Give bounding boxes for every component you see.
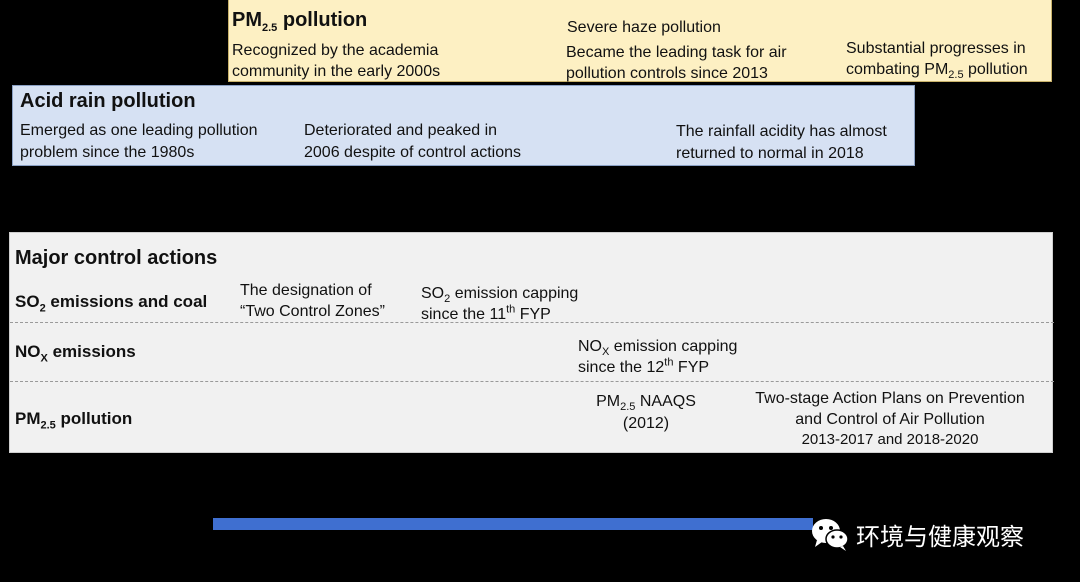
timeline-bar [213,518,813,530]
action-plans-line1: Two-stage Action Plans on Prevention [755,390,1025,407]
pm25-panel-title: PM2.5 pollution [232,9,368,34]
pm25-naaqs-line1: PM2.5 NAAQS [596,393,696,414]
acid-rain-pollution-panel: Acid rain pollution Emerged as one leadi… [12,85,915,166]
acid-col1-line1: Emerged as one leading pollution [20,122,258,139]
pm25-col2-line2: Became the leading task for air [566,44,787,61]
nox-capping-line1: NOX emission capping [578,338,738,359]
two-control-zones-line1: The designation of [240,282,372,299]
acid-panel-title: Acid rain pollution [20,90,196,112]
nox-capping-line2: since the 12th FYP [578,356,710,376]
acid-col3-line1: The rainfall acidity has almost [676,123,887,140]
row-divider-2 [10,381,1054,382]
acid-col3-line2: returned to normal in 2018 [676,145,864,162]
acid-col1-line2: problem since the 1980s [20,144,195,161]
pm25-col1-line2: community in the early 2000s [232,63,441,80]
pm25-col3-line1: Substantial progresses in [846,40,1026,57]
so2-capping-line2: since the 11th FYP [421,303,551,323]
pm25-naaqs-line2: (2012) [622,415,670,432]
row-label-so2: SO2 emissions and coal [15,292,208,315]
two-control-zones-line2: “Two Control Zones” [240,303,385,320]
wechat-icon [812,519,849,551]
row-label-nox: NOX emissions [15,342,136,365]
so2-capping-line1: SO2 emission capping [421,285,579,306]
row-divider-1 [10,322,1054,323]
control-panel-title: Major control actions [15,247,218,269]
brand-text: 环境与健康观察 [856,522,1024,551]
brand-watermark: 环境与健康观察 [808,512,1024,556]
action-plans-line2: and Control of Air Pollution [795,411,985,428]
pm25-col2-line3: pollution controls since 2013 [566,65,768,82]
pm25-col1-line1: Recognized by the academia [232,42,439,59]
major-control-actions-panel: Major control actions SO2 emissions and … [9,232,1054,453]
action-plans-line3: 2013-2017 and 2018-2020 [801,431,979,448]
acid-col2-line2: 2006 despite of control actions [304,144,522,161]
acid-col2-line1: Deteriorated and peaked in [304,122,498,139]
pm25-pollution-panel: PM2.5 pollution Recognized by the academ… [228,0,1052,82]
pm25-col3-line2: combating PM2.5 pollution [846,61,1028,82]
pm25-col2-line1: Severe haze pollution [567,19,721,36]
row-label-pm25: PM2.5 pollution [15,409,133,432]
